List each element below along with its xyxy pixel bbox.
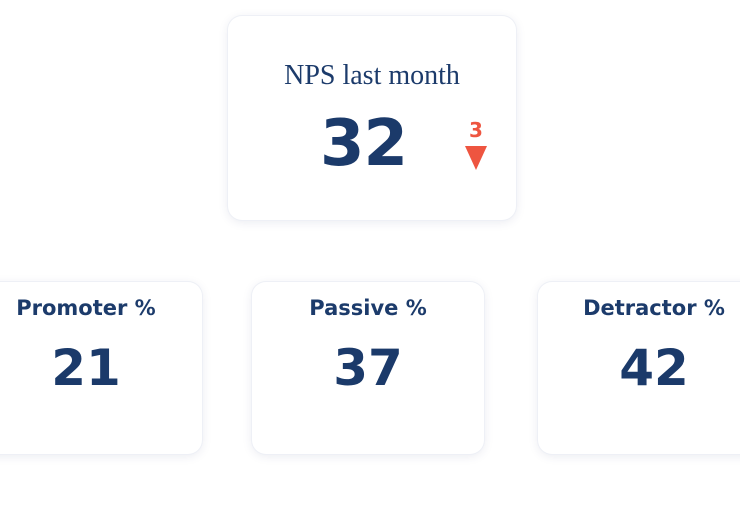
passive-title: Passive % bbox=[309, 296, 427, 320]
passive-value: 37 bbox=[333, 339, 403, 397]
passive-card: Passive % 37 bbox=[252, 282, 484, 454]
promoter-value: 21 bbox=[51, 339, 121, 397]
detractor-title: Detractor % bbox=[583, 296, 725, 320]
nps-change: 3 bbox=[456, 120, 496, 170]
promoter-card: Promoter % 21 bbox=[0, 282, 202, 454]
nps-change-value: 3 bbox=[469, 118, 483, 142]
triangle-down-icon bbox=[465, 146, 487, 170]
nps-card: NPS last month 32 3 bbox=[228, 16, 516, 220]
nps-card-title: NPS last month bbox=[284, 60, 460, 91]
detractor-card: Detractor % 42 bbox=[538, 282, 740, 454]
detractor-value: 42 bbox=[619, 339, 689, 397]
nps-value: 32 bbox=[320, 107, 408, 181]
promoter-title: Promoter % bbox=[16, 296, 156, 320]
